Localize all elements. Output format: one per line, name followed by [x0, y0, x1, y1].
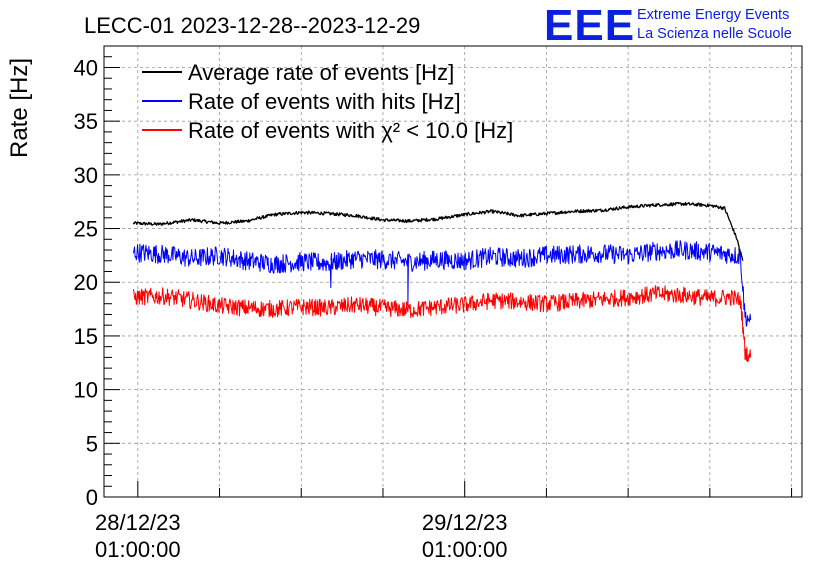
y-tick-label: 25: [74, 217, 98, 242]
y-axis-label: Rate [Hz]: [6, 58, 33, 158]
x-tick-label-date: 28/12/23: [95, 510, 181, 535]
eee-logo-line1: Extreme Energy Events: [637, 7, 789, 23]
y-tick-label: 0: [86, 485, 98, 510]
series-line-1: [132, 201, 744, 261]
legend-label-1: Average rate of events [Hz]: [188, 60, 454, 85]
y-tick-label: 40: [74, 55, 98, 80]
eee-logo: EEE Extreme Energy Events La Scienza nel…: [544, 1, 792, 50]
eee-logo-line2: La Scienza nelle Scuole: [637, 26, 792, 42]
x-tick-label-date: 29/12/23: [422, 510, 508, 535]
chart-title: LECC-01 2023-12-28--2023-12-29: [84, 13, 420, 38]
y-tick-label: 30: [74, 163, 98, 188]
legend-label-3: Rate of events with χ² < 10.0 [Hz]: [188, 118, 513, 143]
series-line-2: [132, 240, 752, 327]
y-tick-label: 15: [74, 324, 98, 349]
series-layer: [132, 201, 752, 363]
eee-logo-mark: EEE: [544, 1, 635, 50]
legend: Average rate of events [Hz] Rate of event…: [142, 60, 513, 143]
series-line-3: [132, 285, 752, 363]
y-tick-label: 20: [74, 270, 98, 295]
axes: 051015202530354028/12/2301:00:0029/12/23…: [74, 45, 803, 562]
grid: [104, 46, 802, 497]
legend-label-2: Rate of events with hits [Hz]: [188, 89, 461, 114]
x-tick-label-time: 01:00:00: [95, 537, 181, 562]
y-tick-label: 5: [86, 431, 98, 456]
y-tick-label: 10: [74, 378, 98, 403]
y-tick-label: 35: [74, 109, 98, 134]
x-tick-label-time: 01:00:00: [422, 537, 508, 562]
